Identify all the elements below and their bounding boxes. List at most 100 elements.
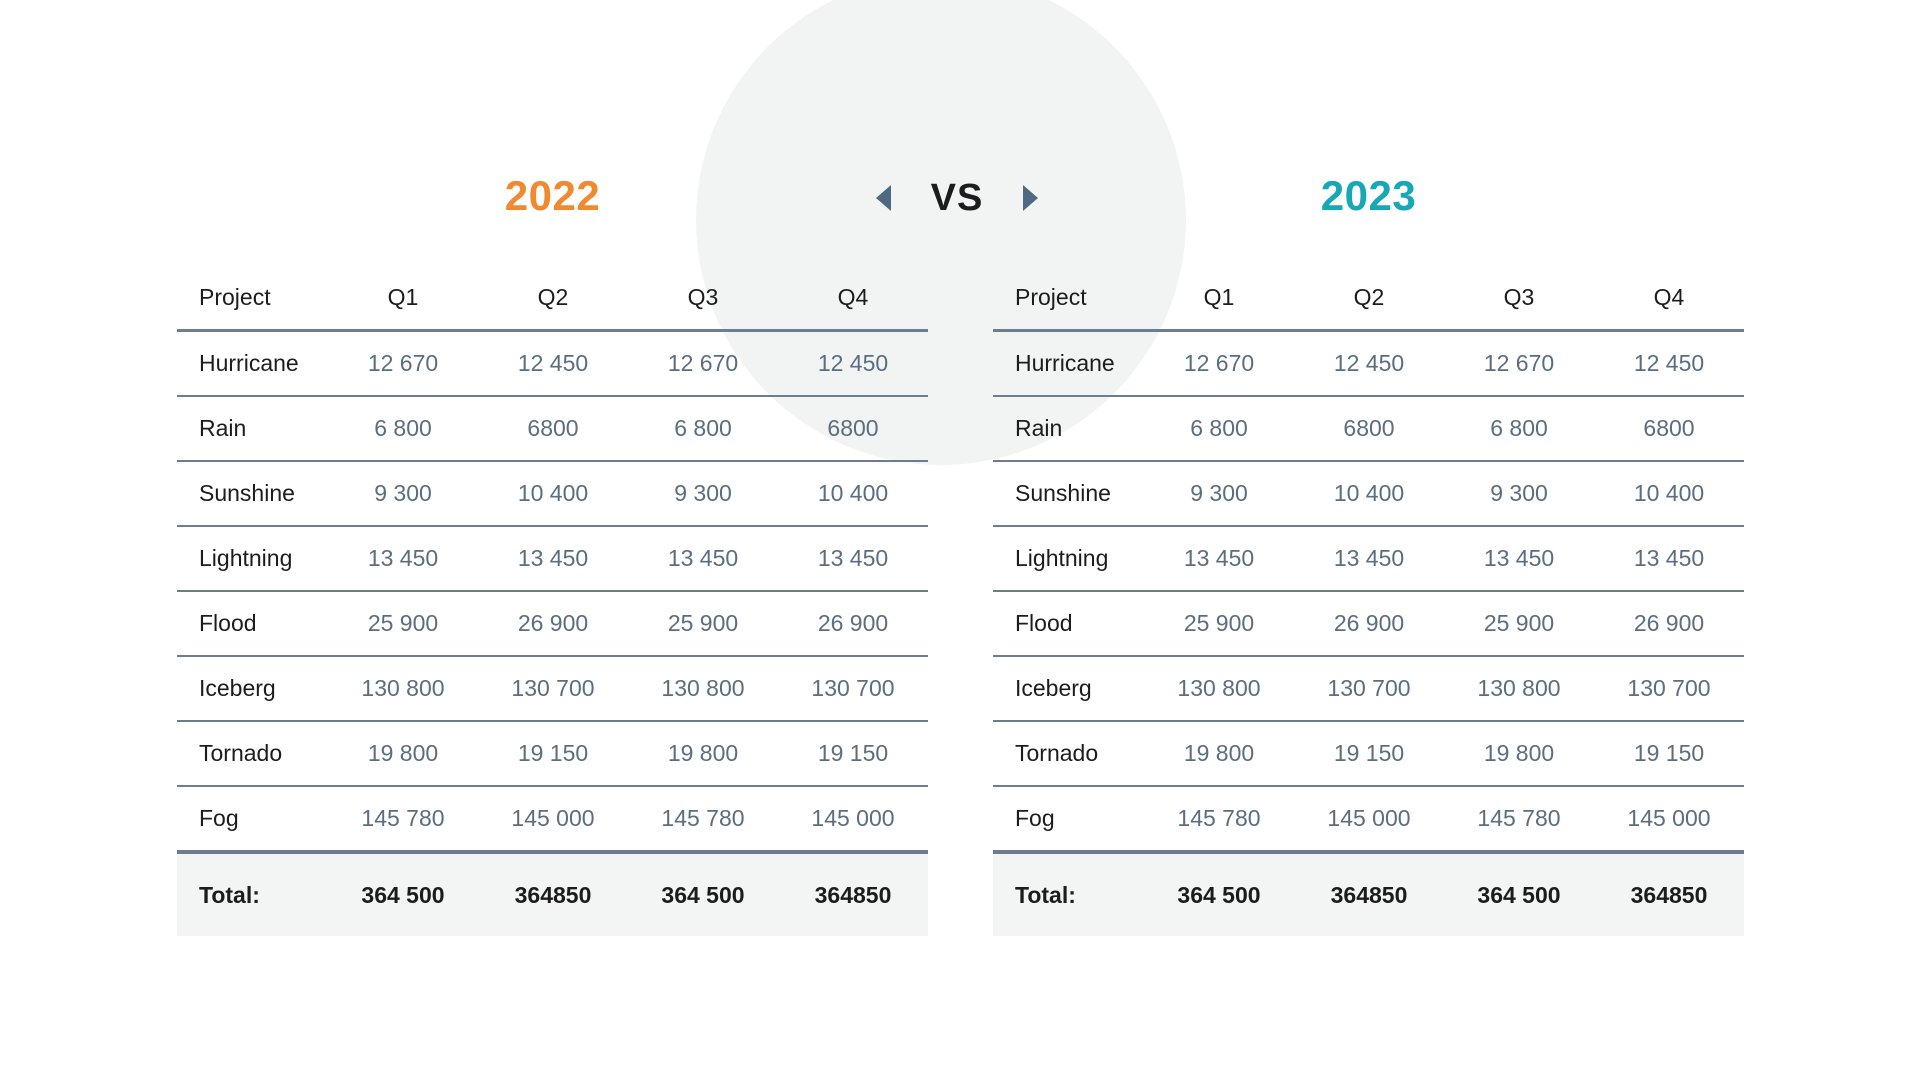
q2-value: 10 400 (1333, 480, 1405, 506)
table-row: Flood 25 900 26 900 25 900 26 900 (177, 592, 928, 657)
total-q2: 364850 (514, 881, 592, 908)
table-row: Flood 25 900 26 900 25 900 26 900 (993, 592, 1744, 657)
q3-value: 130 800 (1477, 675, 1561, 701)
table-row: Sunshine 9 300 10 400 9 300 10 400 (993, 462, 1744, 527)
table-row: Hurricane 12 670 12 450 12 670 12 450 (177, 332, 928, 397)
column-header-q2: Q2 (537, 284, 569, 310)
q1-value: 25 900 (367, 610, 439, 636)
q1-value: 12 670 (1183, 350, 1255, 376)
project-name: Rain (1015, 415, 1063, 441)
total-q2: 364850 (1330, 881, 1408, 908)
q4-value: 130 700 (811, 675, 895, 701)
column-header-q4: Q4 (837, 284, 869, 310)
q1-value: 25 900 (1183, 610, 1255, 636)
q3-value: 6 800 (674, 415, 732, 441)
q1-value: 9 300 (374, 480, 432, 506)
year-2022-title: 2022 (504, 172, 601, 219)
total-q4: 364850 (814, 881, 892, 908)
project-name: Iceberg (199, 675, 276, 701)
q1-value: 13 450 (367, 545, 439, 571)
q1-value: 19 800 (367, 740, 439, 766)
project-name: Hurricane (1015, 350, 1115, 376)
q4-value: 12 450 (1633, 350, 1705, 376)
q2-value: 130 700 (1327, 675, 1411, 701)
q3-value: 25 900 (667, 610, 739, 636)
total-q1: 364 500 (1177, 881, 1261, 908)
total-row: Total: 364 500 364850 364 500 364850 (177, 854, 928, 936)
q3-value: 13 450 (1483, 545, 1555, 571)
q3-value: 13 450 (667, 545, 739, 571)
q4-value: 130 700 (1627, 675, 1711, 701)
project-name: Lightning (199, 545, 293, 571)
q4-value: 19 150 (817, 740, 889, 766)
q3-value: 19 800 (1483, 740, 1555, 766)
q3-value: 6 800 (1490, 415, 1548, 441)
total-q3: 364 500 (1477, 881, 1561, 908)
table-row: Iceberg 130 800 130 700 130 800 130 700 (177, 657, 928, 722)
q3-value: 12 670 (1483, 350, 1555, 376)
column-header-q3: Q3 (687, 284, 719, 310)
q1-value: 6 800 (1190, 415, 1248, 441)
q2-value: 19 150 (1333, 740, 1405, 766)
q1-value: 130 800 (361, 675, 445, 701)
project-name: Hurricane (199, 350, 299, 376)
q3-value: 9 300 (674, 480, 732, 506)
q1-value: 19 800 (1183, 740, 1255, 766)
table-row: Rain 6 800 6800 6 800 6800 (177, 397, 928, 462)
q4-value: 26 900 (1633, 610, 1705, 636)
q3-value: 145 780 (661, 805, 745, 831)
q3-value: 19 800 (667, 740, 739, 766)
column-header-q2: Q2 (1353, 284, 1385, 310)
q2-value: 145 000 (511, 805, 595, 831)
project-name: Flood (1015, 610, 1073, 636)
column-header-q1: Q1 (1203, 284, 1235, 310)
q1-value: 130 800 (1177, 675, 1261, 701)
q2-value: 145 000 (1327, 805, 1411, 831)
background-circle (696, 0, 1186, 465)
project-name: Fog (199, 805, 239, 831)
q2-value: 26 900 (1333, 610, 1405, 636)
project-name: Tornado (1015, 740, 1099, 766)
q4-value: 13 450 (817, 545, 889, 571)
table-row: Tornado 19 800 19 150 19 800 19 150 (993, 722, 1744, 787)
q4-value: 26 900 (817, 610, 889, 636)
q1-value: 12 670 (367, 350, 439, 376)
column-header-q3: Q3 (1503, 284, 1535, 310)
triangle-right-icon[interactable] (1022, 185, 1038, 211)
project-name: Sunshine (199, 480, 295, 506)
project-name: Sunshine (1015, 480, 1111, 506)
q2-value: 6800 (1343, 415, 1395, 441)
q4-value: 10 400 (817, 480, 889, 506)
table-row: Fog 145 780 145 000 145 780 145 000 (177, 787, 928, 854)
q4-value: 6800 (1643, 415, 1695, 441)
total-q4: 364850 (1630, 881, 1708, 908)
q2-value: 13 450 (517, 545, 589, 571)
table-row: Rain 6 800 6800 6 800 6800 (993, 397, 1744, 462)
vs-switcher: VS (870, 176, 1050, 220)
table-row: Fog 145 780 145 000 145 780 145 000 (993, 787, 1744, 854)
project-name: Fog (1015, 805, 1055, 831)
total-q1: 364 500 (361, 881, 445, 908)
table-row: Tornado 19 800 19 150 19 800 19 150 (177, 722, 928, 787)
table-header-row: Project Q1 Q2 Q3 Q4 (177, 266, 928, 332)
table-2022: Project Q1 Q2 Q3 Q4 Hurricane 12 670 12 … (177, 266, 928, 936)
q4-value: 13 450 (1633, 545, 1705, 571)
project-name: Lightning (1015, 545, 1109, 571)
column-header-q1: Q1 (387, 284, 419, 310)
column-header-q4: Q4 (1653, 284, 1685, 310)
q4-value: 145 000 (811, 805, 895, 831)
q4-value: 145 000 (1627, 805, 1711, 831)
q3-value: 25 900 (1483, 610, 1555, 636)
q3-value: 145 780 (1477, 805, 1561, 831)
q1-value: 145 780 (361, 805, 445, 831)
q2-value: 12 450 (517, 350, 589, 376)
table-row: Hurricane 12 670 12 450 12 670 12 450 (993, 332, 1744, 397)
triangle-left-icon[interactable] (876, 185, 891, 211)
q4-value: 19 150 (1633, 740, 1705, 766)
project-name: Flood (199, 610, 257, 636)
table-row: Lightning 13 450 13 450 13 450 13 450 (993, 527, 1744, 592)
project-name: Iceberg (1015, 675, 1092, 701)
q2-value: 26 900 (517, 610, 589, 636)
q2-value: 13 450 (1333, 545, 1405, 571)
q4-value: 12 450 (817, 350, 889, 376)
